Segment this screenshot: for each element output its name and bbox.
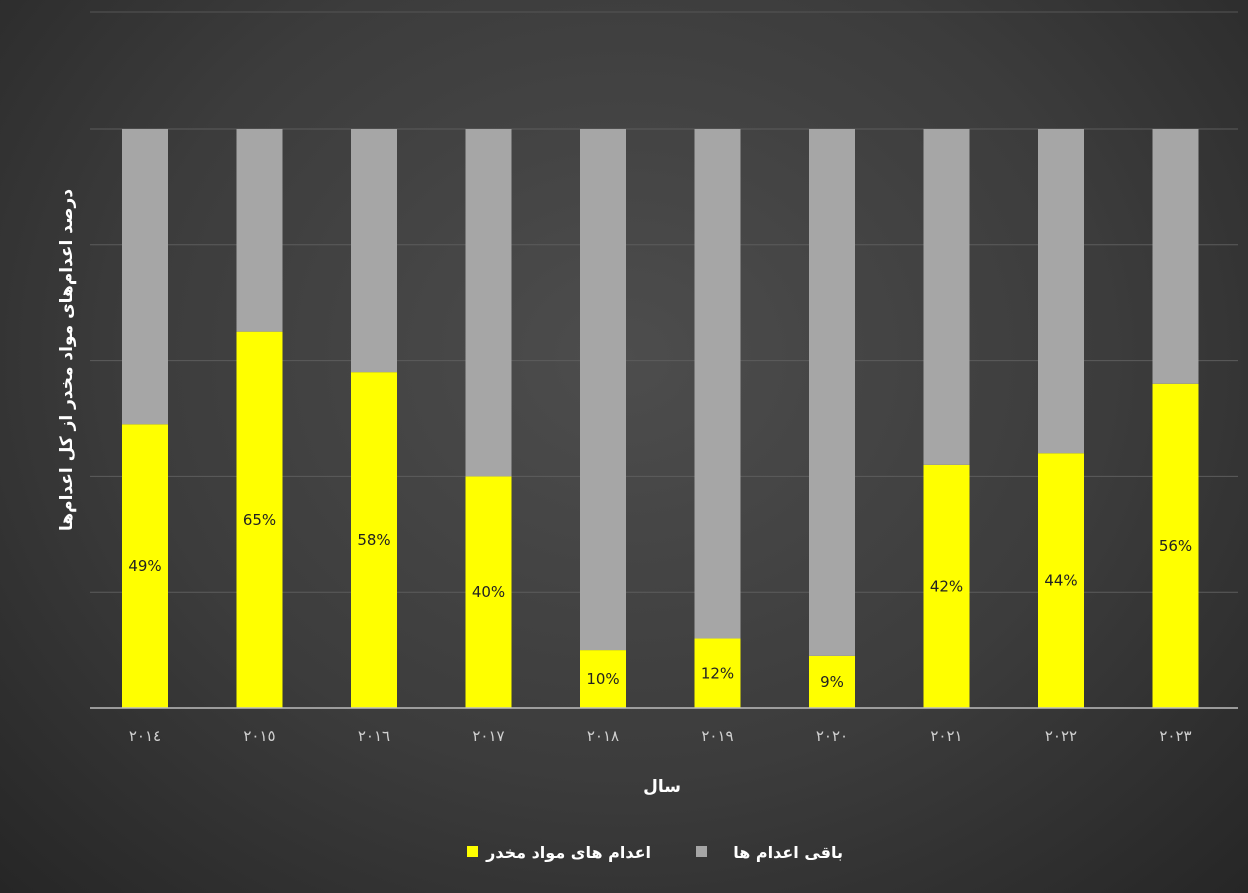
bar-other-executions [580, 129, 626, 651]
data-label: 56% [1159, 537, 1192, 555]
bar-other-executions [351, 129, 397, 373]
bar-drug-executions [809, 655, 855, 708]
x-tick-label: ٢٠٢١ [930, 727, 962, 745]
x-tick-label: ٢٠١٧ [472, 727, 504, 745]
bar-drug-executions [1152, 383, 1199, 708]
bar-drug-executions [694, 638, 741, 708]
x-tick-label: ٢٠٢٠ [816, 727, 848, 745]
data-label: 65% [243, 511, 276, 529]
x-tick-labels: ٢٠١٤ ٢٠١٥ ٢٠١٦ ٢٠١٧ ٢٠١٨ ٢٠١٩ ٢٠٢٠ ٢٠٢١ ٢٠٢٢ ٢٠٢٣ [129, 727, 1191, 745]
legend-swatch-other-executions [696, 846, 707, 857]
data-label: 10% [586, 670, 619, 688]
bar-other-executions [809, 129, 855, 656]
y-axis-title: درصد اعدام‌های مواد مخدر از کل اعدام‌ها [57, 189, 77, 531]
bar-drug-executions [1038, 453, 1084, 708]
x-tick-label: ٢٠١٨ [587, 727, 619, 745]
legend-label-drug-executions: اعدام های مواد مخدر [485, 843, 651, 862]
bar-other-executions [1038, 129, 1084, 454]
bar-drug-executions [465, 476, 512, 708]
x-tick-label: ٢٠١٤ [129, 727, 161, 745]
bar-drug-executions [351, 372, 397, 708]
x-tick-label: ٢٠٢٣ [1159, 727, 1191, 745]
x-tick-label: ٢٠١٩ [701, 727, 733, 745]
data-labels: 49% 65% 58% 40% 10% 12% 9% 42% 44% 56% [128, 511, 1192, 691]
bar-other-executions [694, 129, 741, 639]
data-label: 42% [930, 577, 963, 595]
data-label: 12% [701, 664, 734, 682]
bar-other-executions [122, 129, 168, 425]
x-tick-label: ٢٠١٦ [358, 727, 390, 745]
bar-other-executions [465, 129, 512, 477]
x-tick-label: ٢٠١٥ [243, 727, 275, 745]
data-label: 58% [357, 531, 390, 549]
legend: اعدام های مواد مخدر باقی اعدام ها [467, 843, 843, 862]
bar-drug-executions [236, 331, 283, 708]
bar-drug-executions [580, 650, 626, 708]
bar-drug-executions [923, 464, 970, 708]
legend-label-other-executions: باقی اعدام ها [733, 843, 843, 862]
x-tick-label: ٢٠٢٢ [1045, 727, 1077, 745]
legend-swatch-drug-executions [467, 846, 478, 857]
data-label: 40% [472, 583, 505, 601]
data-label: 9% [820, 673, 844, 691]
bar-other-executions [236, 129, 283, 332]
bar-other-executions [923, 129, 970, 465]
data-label: 49% [128, 557, 161, 575]
x-axis-title: سال [643, 777, 681, 797]
data-label: 44% [1044, 572, 1077, 590]
bar-drug-executions [122, 424, 168, 708]
bar-other-executions [1152, 129, 1199, 384]
bars [122, 129, 1199, 708]
